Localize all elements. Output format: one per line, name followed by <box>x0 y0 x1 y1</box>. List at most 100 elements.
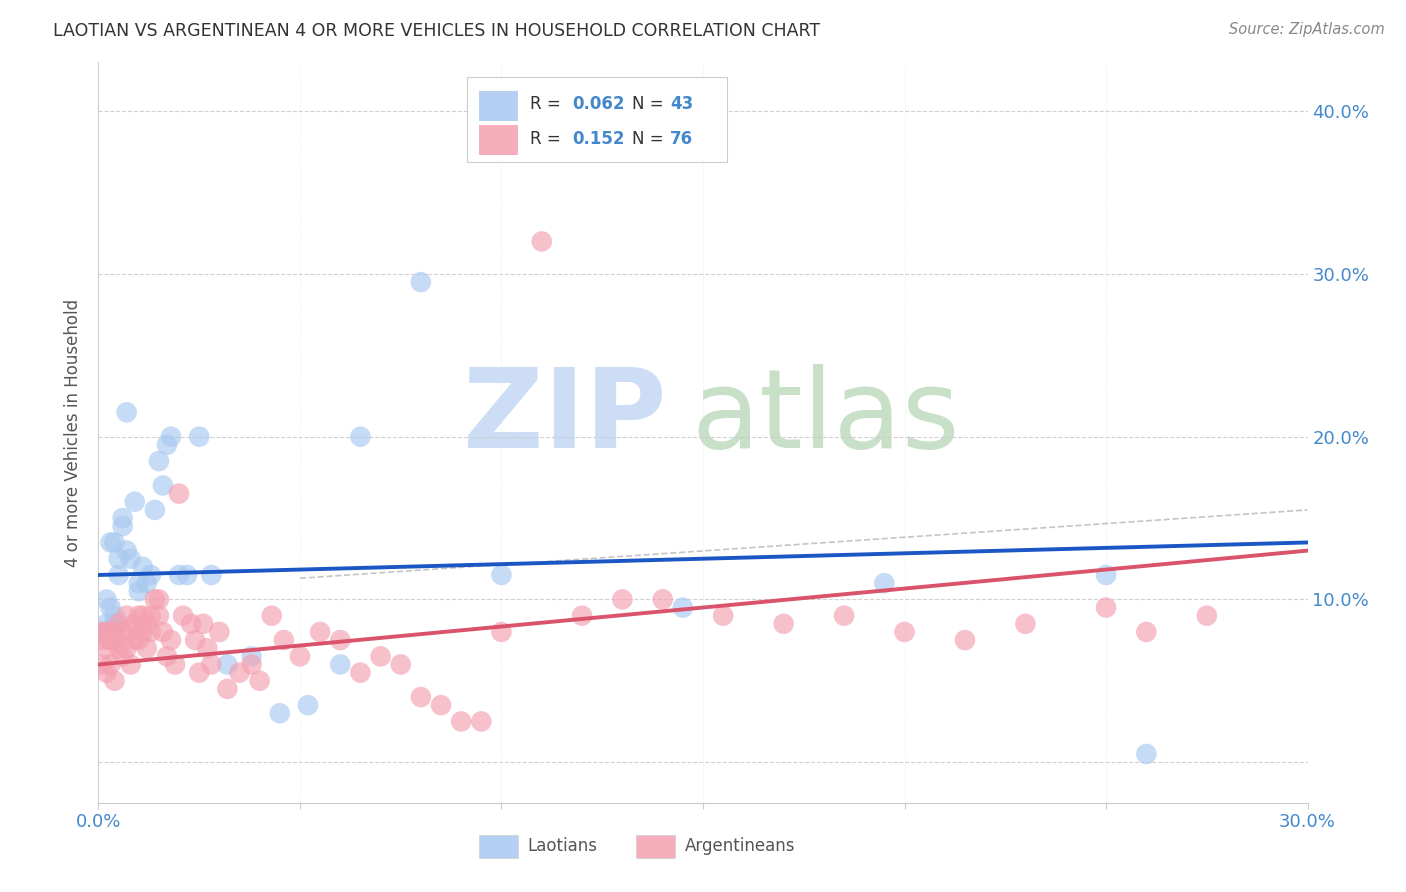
Point <box>491 624 513 639</box>
Point <box>135 641 157 656</box>
Point <box>1135 747 1157 761</box>
Point <box>124 616 146 631</box>
Point <box>100 535 122 549</box>
Point <box>1135 624 1157 639</box>
Point <box>103 535 125 549</box>
Point <box>128 584 150 599</box>
Text: 76: 76 <box>671 129 693 147</box>
Point <box>152 624 174 639</box>
Point <box>96 641 118 656</box>
Point <box>188 430 211 444</box>
Point <box>349 430 371 444</box>
Point <box>309 624 332 639</box>
Point <box>240 649 263 664</box>
Text: R =: R = <box>530 95 567 113</box>
Point <box>107 568 129 582</box>
Point <box>349 665 371 680</box>
Point <box>103 633 125 648</box>
Point <box>953 633 976 648</box>
Point <box>132 624 155 639</box>
FancyBboxPatch shape <box>479 835 517 858</box>
Point <box>148 454 170 468</box>
Text: Source: ZipAtlas.com: Source: ZipAtlas.com <box>1229 22 1385 37</box>
Point <box>135 576 157 591</box>
Point <box>111 649 134 664</box>
FancyBboxPatch shape <box>467 78 727 162</box>
Point <box>329 633 352 648</box>
Point <box>156 438 179 452</box>
Point <box>672 600 695 615</box>
Point <box>139 568 162 582</box>
Point <box>1095 568 1118 582</box>
Point <box>103 616 125 631</box>
Text: 0.152: 0.152 <box>572 129 624 147</box>
Point <box>893 624 915 639</box>
Point <box>148 592 170 607</box>
Point <box>832 608 855 623</box>
Point <box>107 641 129 656</box>
Point <box>160 633 183 648</box>
FancyBboxPatch shape <box>637 835 675 858</box>
Point <box>111 519 134 533</box>
Point <box>491 568 513 582</box>
Point <box>228 665 250 680</box>
Point <box>91 633 114 648</box>
Point <box>100 657 122 672</box>
Point <box>1095 600 1118 615</box>
Point <box>128 576 150 591</box>
Point <box>103 608 125 623</box>
Point <box>450 714 472 729</box>
Y-axis label: 4 or more Vehicles in Household: 4 or more Vehicles in Household <box>65 299 83 566</box>
Point <box>269 706 291 721</box>
Point <box>160 430 183 444</box>
Point <box>217 657 239 672</box>
Point <box>389 657 412 672</box>
Point <box>132 559 155 574</box>
Text: Argentineans: Argentineans <box>685 838 796 855</box>
Point <box>124 633 146 648</box>
Point <box>180 616 202 631</box>
Point <box>96 665 118 680</box>
Point <box>132 608 155 623</box>
Point <box>167 568 190 582</box>
Text: ZIP: ZIP <box>464 364 666 471</box>
Point <box>120 551 142 566</box>
Point <box>100 633 122 648</box>
Point <box>200 568 222 582</box>
Point <box>135 616 157 631</box>
Point <box>772 616 794 631</box>
Point <box>195 641 218 656</box>
Point <box>115 543 138 558</box>
Point <box>91 624 114 639</box>
Point <box>530 235 553 249</box>
Point <box>139 624 162 639</box>
Point <box>370 649 392 664</box>
Point <box>100 624 122 639</box>
Point <box>139 608 162 623</box>
Point <box>167 486 190 500</box>
Point <box>103 624 125 639</box>
Point <box>873 576 896 591</box>
Point <box>152 478 174 492</box>
Point <box>111 624 134 639</box>
Text: LAOTIAN VS ARGENTINEAN 4 OR MORE VEHICLES IN HOUSEHOLD CORRELATION CHART: LAOTIAN VS ARGENTINEAN 4 OR MORE VEHICLE… <box>53 22 821 40</box>
Point <box>107 616 129 631</box>
Point <box>128 608 150 623</box>
Text: R =: R = <box>530 129 567 147</box>
Point <box>143 592 166 607</box>
Point <box>711 608 734 623</box>
Point <box>115 608 138 623</box>
Point <box>120 657 142 672</box>
Text: 0.062: 0.062 <box>572 95 624 113</box>
Point <box>217 681 239 696</box>
FancyBboxPatch shape <box>479 91 517 120</box>
Point <box>329 657 352 672</box>
Point <box>193 616 215 631</box>
FancyBboxPatch shape <box>479 125 517 155</box>
Point <box>297 698 319 713</box>
Text: N =: N = <box>631 95 668 113</box>
Point <box>1195 608 1218 623</box>
Point <box>100 600 122 615</box>
Point <box>111 511 134 525</box>
Point <box>115 641 138 656</box>
